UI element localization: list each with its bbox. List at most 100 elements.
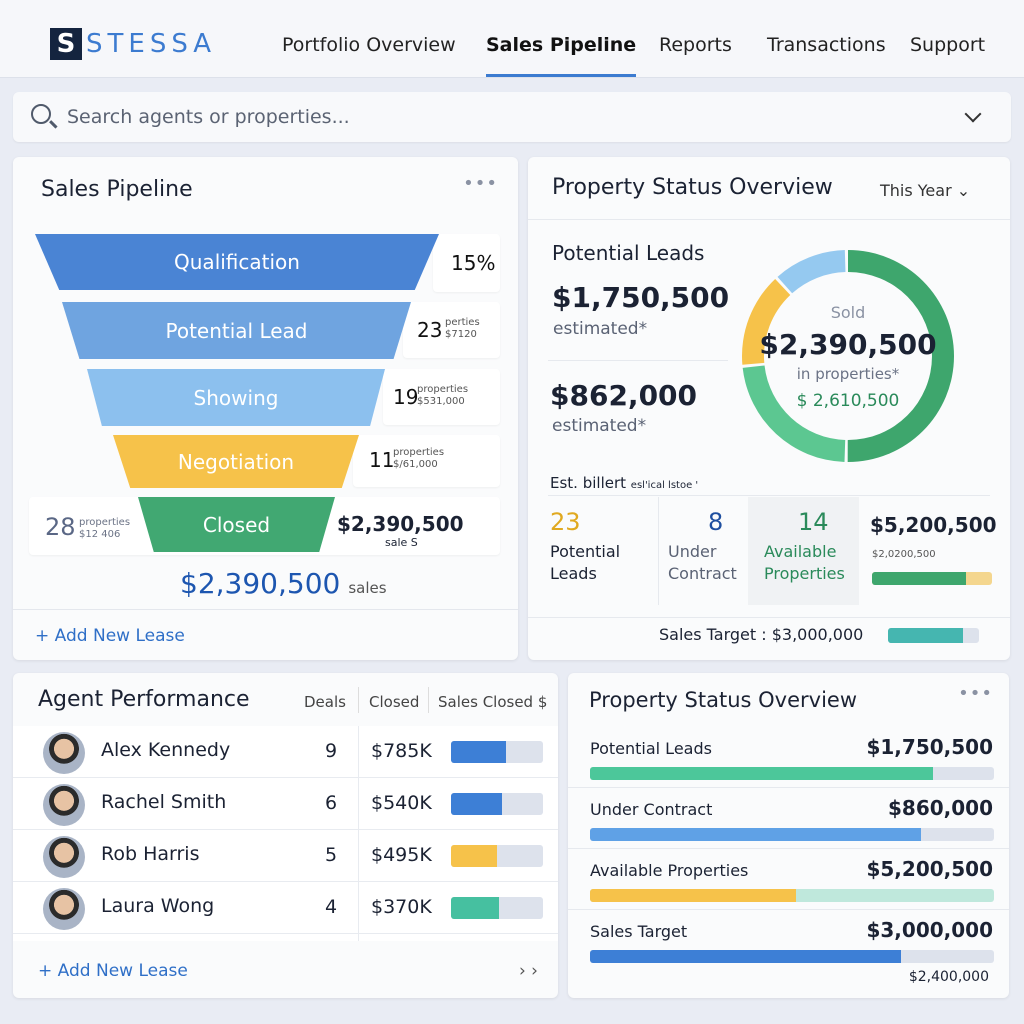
panel-title: Property Status Overview bbox=[589, 688, 857, 712]
donut-segment-negotiation[interactable] bbox=[742, 278, 791, 365]
col-closed[interactable]: Closed bbox=[369, 693, 420, 711]
add-new-lease-button[interactable]: + Add New Lease bbox=[38, 961, 188, 981]
item-label: Potential Leads bbox=[590, 739, 712, 758]
nav-portfolio-overview[interactable]: Portfolio Overview bbox=[282, 34, 456, 56]
agent-closed: $540K bbox=[371, 792, 432, 814]
bar-fill bbox=[451, 793, 502, 815]
divider bbox=[528, 219, 1010, 220]
add-new-lease-button[interactable]: + Add New Lease bbox=[35, 626, 185, 646]
donut-value: $2,390,500 bbox=[759, 328, 937, 361]
donut-sub: in properties* bbox=[796, 365, 900, 383]
more-options-icon[interactable]: ••• bbox=[463, 173, 498, 194]
agent-closed: $785K bbox=[371, 740, 432, 762]
stage-unit: properties bbox=[417, 384, 469, 395]
funnel-stage-closed[interactable]: Closed bbox=[138, 497, 335, 552]
closed-unit-label: sale S bbox=[385, 536, 418, 549]
funnel-stage-showing[interactable]: Showing bbox=[87, 369, 385, 426]
stage-detail: perties $7120 bbox=[445, 317, 480, 341]
stage-count: 11 bbox=[369, 448, 395, 472]
nav-transactions[interactable]: Transactions bbox=[767, 34, 886, 56]
agent-deals: 9 bbox=[325, 740, 338, 762]
stage-count: 23 bbox=[417, 318, 443, 342]
highlight-cell bbox=[748, 497, 859, 605]
col-sales-closed[interactable]: Sales Closed $ bbox=[438, 693, 548, 711]
sold-donut-chart bbox=[742, 250, 955, 462]
donut-label: Sold bbox=[830, 303, 866, 322]
sales-bar bbox=[451, 741, 543, 763]
divider bbox=[358, 726, 359, 941]
table-row[interactable]: Alex Kennedy 9 $785K bbox=[13, 726, 558, 778]
stage-stat-card: 11 properties $/61,000 bbox=[353, 435, 500, 487]
closed-detail: properties $12 406 bbox=[79, 517, 130, 541]
item-value: $1,750,500 bbox=[866, 735, 993, 759]
stat-number: 14 bbox=[798, 508, 829, 536]
est-line-small: esl'ical lstoe ' bbox=[630, 480, 699, 491]
table-row[interactable]: Rob Harris 5 $495K bbox=[13, 830, 558, 882]
table-row[interactable]: Rachel Smith 6 $540K bbox=[13, 778, 558, 830]
bar-fill bbox=[590, 950, 902, 963]
property-status-panel: Property Status Overview This Year ⌄ Pot… bbox=[528, 157, 1010, 660]
agent-deals: 5 bbox=[325, 844, 338, 866]
stat-under-contract[interactable]: 8 Under Contract bbox=[668, 508, 748, 585]
donut-segment-sold[interactable] bbox=[847, 250, 955, 462]
sales-target-bar bbox=[888, 628, 979, 643]
closed-amount: $12 406 bbox=[79, 529, 121, 540]
period-dropdown[interactable]: This Year ⌄ bbox=[880, 181, 970, 200]
estimated-label: estimated* bbox=[552, 416, 647, 436]
closed-unit: properties bbox=[79, 517, 131, 528]
item-value: $3,000,000 bbox=[866, 918, 993, 942]
stage-stat-card: 23 perties $7120 bbox=[403, 302, 500, 358]
sales-bar bbox=[451, 897, 543, 919]
bar-fill bbox=[590, 828, 922, 841]
divider bbox=[568, 848, 1009, 849]
agent-deals: 6 bbox=[325, 792, 338, 814]
agent-name: Alex Kennedy bbox=[101, 739, 231, 761]
plus-icon: + bbox=[35, 626, 55, 646]
closed-value: $2,390,500 bbox=[337, 512, 464, 536]
divider bbox=[568, 787, 1009, 788]
stessa-logo[interactable]: S STESSA bbox=[50, 28, 216, 60]
funnel-stage-qualification[interactable]: Qualification bbox=[35, 234, 439, 290]
agent-name: Rob Harris bbox=[101, 843, 200, 865]
search-icon bbox=[31, 104, 51, 124]
contract-value: $862,000 bbox=[550, 379, 698, 412]
panel-title: Sales Pipeline bbox=[41, 177, 193, 202]
est-line: Est. billert esl'ical lstoe ' bbox=[550, 474, 698, 492]
item-bar bbox=[590, 889, 994, 902]
stage-detail: properties $/61,000 bbox=[393, 447, 444, 471]
next-page-icon[interactable]: › › bbox=[518, 961, 538, 981]
nav-sales-pipeline[interactable]: Sales Pipeline bbox=[486, 34, 637, 77]
col-deals[interactable]: Deals bbox=[304, 693, 346, 711]
logo-text: STESSA bbox=[86, 29, 217, 59]
donut-green-value: $ 2,610,500 bbox=[796, 391, 900, 411]
nav-support[interactable]: Support bbox=[910, 34, 986, 56]
stat-potential-leads[interactable]: 23 Potential Leads bbox=[550, 508, 640, 585]
nav-reports[interactable]: Reports bbox=[659, 34, 732, 56]
donut-segment-available[interactable] bbox=[742, 365, 846, 462]
total-sub: $2,0200,500 bbox=[872, 549, 936, 560]
panel-title: Property Status Overview bbox=[552, 175, 833, 200]
table-row[interactable]: Laura Wong 4 $370K bbox=[13, 882, 558, 934]
donut-segment-showing[interactable] bbox=[777, 250, 846, 294]
item-label: Sales Target bbox=[590, 922, 688, 941]
divider bbox=[428, 687, 429, 713]
chevron-down-icon[interactable] bbox=[964, 105, 982, 123]
avatar bbox=[43, 732, 85, 774]
avatar bbox=[43, 784, 85, 826]
search-input[interactable] bbox=[67, 102, 947, 132]
funnel-stage-negotiation[interactable]: Negotiation bbox=[113, 435, 359, 488]
stat-label: Under Contract bbox=[668, 542, 737, 583]
item-label: Available Properties bbox=[590, 861, 749, 880]
stat-number: 8 bbox=[708, 508, 724, 536]
sales-pipeline-panel: Sales Pipeline ••• 15% Qualification 23 … bbox=[13, 157, 518, 660]
stage-amount: $/61,000 bbox=[393, 459, 438, 470]
progress-fill bbox=[888, 628, 963, 643]
funnel-stage-potential-lead[interactable]: Potential Lead bbox=[62, 302, 411, 359]
stat-number: 23 bbox=[550, 508, 581, 536]
add-label: Add New Lease bbox=[54, 626, 185, 646]
more-options-icon[interactable]: ••• bbox=[958, 683, 993, 704]
avatar bbox=[43, 888, 85, 930]
stage-count: 15% bbox=[451, 251, 496, 275]
stat-available[interactable]: 14 Available Properties bbox=[764, 508, 854, 585]
sales-bar bbox=[451, 845, 543, 867]
